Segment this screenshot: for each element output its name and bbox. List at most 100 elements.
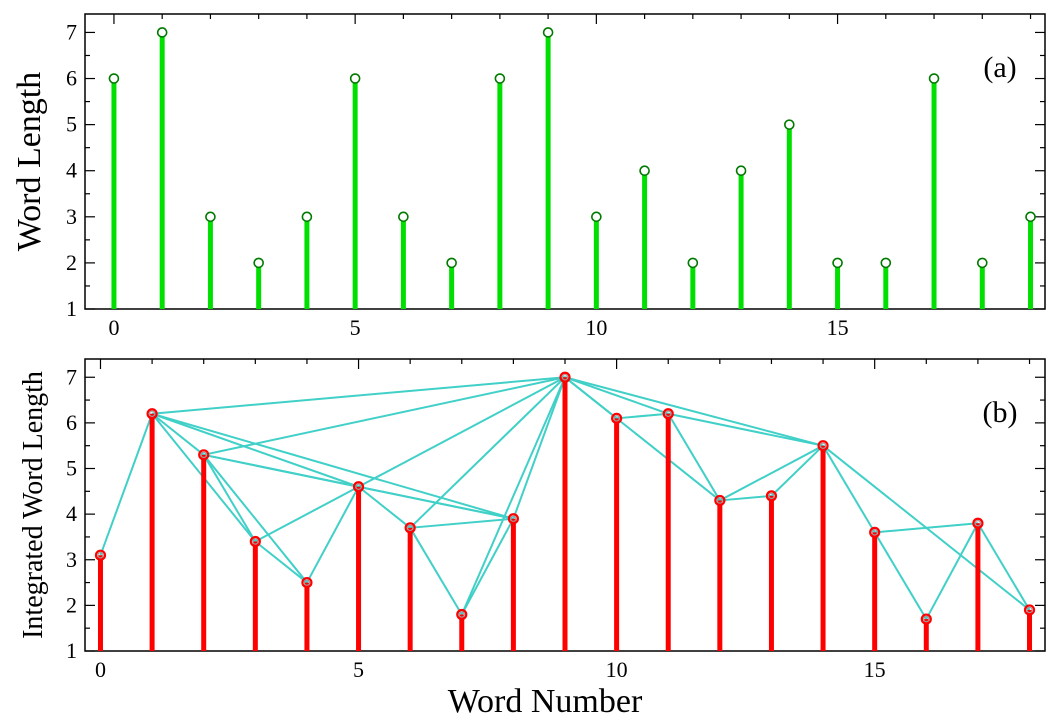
visibility-edge	[460, 518, 515, 615]
data-point	[94, 549, 107, 561]
visibility-edge	[151, 412, 514, 520]
data-point	[817, 440, 829, 452]
data-point-inner	[97, 551, 104, 559]
data-point	[542, 27, 554, 38]
data-point-inner	[510, 515, 517, 522]
data-point-inner	[406, 524, 414, 532]
x-tick-label: 5	[353, 657, 364, 682]
data-point-inner	[974, 520, 982, 527]
visibility-edge	[564, 376, 824, 447]
visibility-edge	[873, 531, 928, 620]
data-point	[198, 449, 210, 461]
visibility-edge	[822, 445, 876, 533]
x-tick-label: 5	[350, 315, 361, 340]
data-point	[398, 211, 409, 223]
data-point	[249, 535, 261, 548]
data-point	[1023, 604, 1036, 616]
y-tick-label: 7	[66, 19, 77, 44]
data-point-inner	[923, 615, 930, 623]
data-point	[611, 412, 623, 424]
data-point	[108, 73, 120, 84]
visibility-edge	[460, 376, 566, 615]
panel-a-word-length: 1 2 3 4 5 6 7 0 5 10 15 Word Length (a)	[11, 13, 1046, 340]
data-point-inner	[200, 451, 207, 459]
y-tick-label: 4	[66, 158, 77, 183]
y-tick-label: 4	[66, 501, 77, 526]
visibility-edge	[977, 522, 1031, 611]
y-tick-label: 7	[66, 364, 77, 389]
x-tick-label: 10	[585, 315, 607, 340]
data-point	[156, 27, 168, 38]
visibility-edge	[202, 454, 257, 543]
data-point-inner	[716, 497, 724, 504]
visibility-edge	[770, 444, 824, 497]
y-tick-label: 1	[66, 638, 77, 663]
y-tick-label: 6	[66, 66, 77, 91]
data-point	[784, 119, 795, 130]
data-point	[446, 257, 457, 269]
data-point-inner	[665, 410, 672, 417]
visibility-edge	[874, 522, 978, 534]
y-axis-label: Word Length	[11, 72, 48, 252]
data-point-inner	[768, 492, 775, 500]
visibility-edge	[667, 413, 721, 501]
data-point-inner	[871, 529, 878, 536]
x-tick-label: 15	[864, 657, 886, 682]
visibility-edge	[668, 412, 824, 447]
panel-annotation: (b)	[983, 396, 1018, 429]
data-point-inner	[819, 442, 827, 449]
data-point-inner	[458, 611, 465, 618]
data-point	[869, 526, 881, 538]
data-point	[301, 211, 313, 223]
y-tick-label: 2	[66, 250, 77, 275]
y-axis-label: Integrated Word Length	[18, 371, 49, 639]
visibility-edge	[512, 376, 566, 520]
visibility-edge	[358, 376, 566, 488]
x-tick-label: 0	[108, 315, 119, 340]
data-point	[976, 257, 988, 269]
visibility-edge	[925, 522, 979, 620]
data-point	[349, 73, 361, 84]
data-point	[662, 408, 674, 420]
panel-annotation: (a)	[983, 51, 1016, 84]
panel-b-integrated-word-length: 1 2 3 4 5 6 7 0 5 10 15 Integrated Word Length Word …	[18, 358, 1046, 720]
visibility-edge	[409, 376, 566, 529]
data-point	[735, 165, 747, 177]
plot-frame	[84, 13, 1046, 310]
data-point	[507, 513, 519, 525]
data-point-inner	[355, 483, 362, 490]
visibility-edge	[409, 527, 463, 616]
visibility-edge	[254, 540, 308, 584]
data-point-inner	[561, 374, 569, 381]
x-tick-label: 15	[827, 315, 849, 340]
visibility-edge	[410, 517, 514, 529]
data-point	[205, 211, 216, 223]
data-point	[494, 73, 506, 84]
visibility-edge	[151, 412, 205, 456]
visibility-edge	[152, 376, 566, 415]
visibility-edge	[306, 486, 360, 584]
visibility-edge	[151, 412, 359, 488]
visibility-edge	[719, 444, 824, 502]
data-point	[972, 517, 984, 529]
visibility-edge	[357, 485, 411, 529]
data-point	[404, 522, 416, 534]
data-point	[639, 165, 650, 177]
data-point	[253, 257, 264, 269]
data-point-inner	[252, 538, 259, 545]
visibility-edge	[202, 454, 308, 584]
y-tick-label: 5	[66, 112, 77, 137]
data-point-inner	[613, 415, 620, 422]
x-tick-label: 0	[95, 657, 106, 682]
data-point	[301, 576, 313, 589]
data-point	[559, 371, 571, 383]
data-point	[687, 257, 699, 269]
x-tick-label: 10	[606, 657, 628, 682]
visibility-edge	[719, 494, 772, 502]
data-point	[591, 211, 602, 223]
data-point	[1025, 211, 1036, 223]
y-tick-label: 5	[66, 456, 77, 481]
data-point-inner	[1026, 606, 1033, 614]
data-point	[146, 408, 158, 420]
